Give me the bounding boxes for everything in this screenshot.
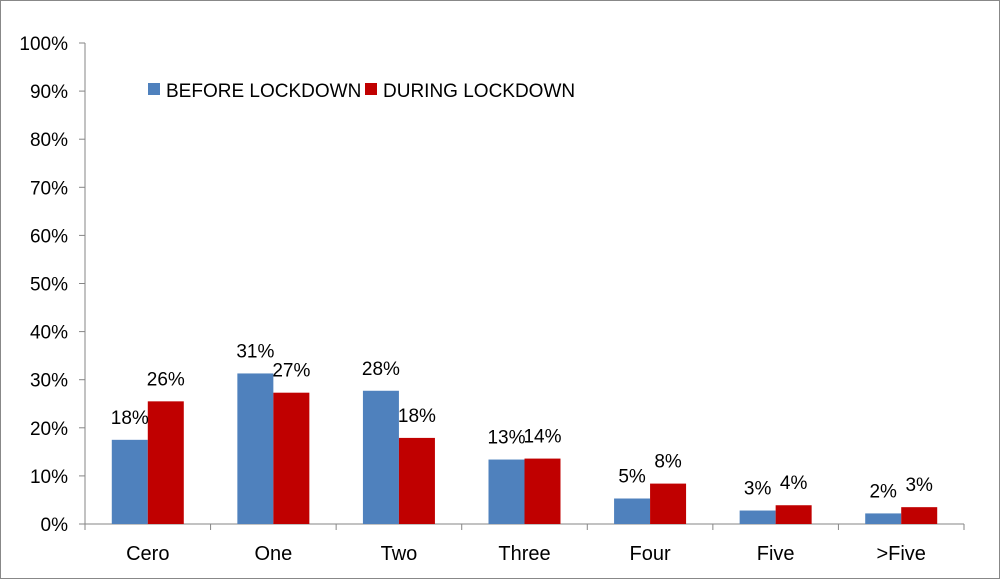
data-label: 2% [869,481,897,502]
bar [614,498,651,524]
y-tick-label: 0% [41,515,69,536]
y-tick-label: 40% [30,323,68,344]
y-tick-label: 60% [30,226,68,247]
bar [865,513,902,524]
y-axis: 0% 10% 20% 30% 40% 50% 60% 70% 80% 90% 100% [19,34,86,536]
data-label: 14% [523,427,561,448]
x-category-label: One [254,543,292,565]
bar [398,437,435,524]
data-label: 3% [744,479,772,500]
data-labels: 18% 31% 28% 13% 5% 3% 2% 26% 27% 18% 14% 8% 4% 3% [111,341,933,502]
data-label: 4% [780,473,808,494]
y-tick-label: 20% [30,419,68,440]
bar [650,483,687,524]
bar [775,505,812,524]
legend-label: DURING LOCKDOWN [383,81,575,102]
bar [488,459,525,524]
bar [111,439,148,524]
bar [901,507,938,524]
legend-label: BEFORE LOCKDOWN [166,81,361,102]
data-label: 31% [236,341,274,362]
y-tick-label: 70% [30,178,68,199]
bar [237,373,274,524]
x-category-label: >Five [876,543,925,565]
x-axis: Cero One Two Three Four Five >Five [84,523,965,565]
bars [111,373,938,524]
bar [739,510,776,524]
data-label: 13% [487,428,525,449]
y-tick-label: 80% [30,130,68,151]
x-category-label: Five [757,543,795,565]
y-tick-label: 10% [30,467,68,488]
data-label: 18% [398,406,436,427]
x-category-label: Four [630,543,671,565]
x-category-label: Three [498,543,550,565]
x-category-label: Cero [126,543,169,565]
y-tick-label: 100% [19,34,68,55]
bar [273,392,310,524]
legend-swatch [365,83,377,95]
data-label: 5% [618,467,646,488]
data-label: 18% [111,408,149,429]
data-label: 27% [272,361,310,382]
bar [524,458,561,524]
data-label: 26% [147,369,185,390]
bar [362,390,399,524]
data-label: 28% [362,359,400,380]
data-label: 8% [654,452,682,473]
legend: BEFORE LOCKDOWN DURING LOCKDOWN [148,81,575,102]
y-tick-label: 50% [30,275,68,296]
x-category-label: Two [381,543,418,565]
y-tick-label: 90% [30,82,68,103]
bar [147,401,184,524]
y-tick-label: 30% [30,371,68,392]
data-label: 3% [905,475,933,496]
legend-swatch [148,83,160,95]
